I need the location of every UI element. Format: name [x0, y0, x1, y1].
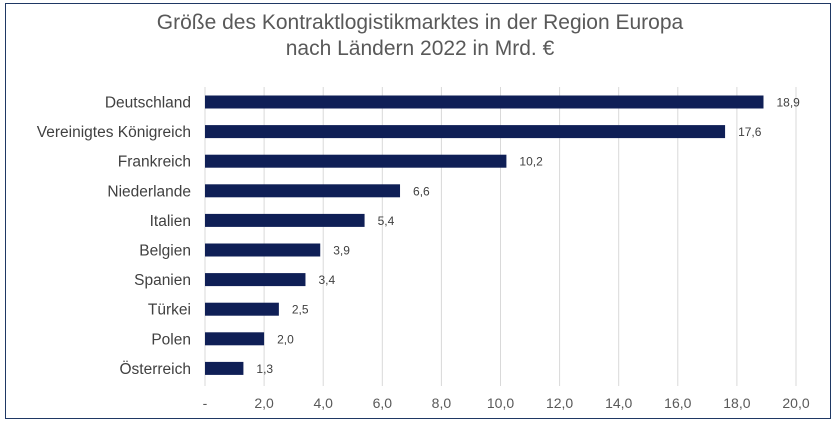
- x-tick-label: 2,0: [254, 395, 274, 411]
- x-tick-label: 20,0: [782, 395, 809, 411]
- x-tick-label: 16,0: [664, 395, 691, 411]
- x-tick-label: 4,0: [313, 395, 333, 411]
- chart-title-line-1: Größe des Kontraktlogistikmarktes in der…: [156, 11, 684, 34]
- x-tick-label: 18,0: [723, 395, 750, 411]
- category-label: Deutschland: [105, 95, 191, 112]
- category-label: Spanien: [134, 272, 191, 289]
- x-tick-label: 12,0: [546, 395, 573, 411]
- category-label: Vereinigtes Königreich: [37, 124, 191, 141]
- data-label: 10,2: [519, 155, 543, 169]
- data-label: 1,3: [256, 362, 273, 376]
- bar: [205, 332, 265, 346]
- category-label: Türkei: [148, 302, 191, 319]
- chart-title: Größe des Kontraktlogistikmarktes in der…: [0, 10, 840, 62]
- category-label: Niederlande: [107, 183, 191, 200]
- data-label: 6,6: [413, 184, 430, 198]
- bar: [205, 243, 321, 257]
- category-label: Belgien: [139, 243, 191, 260]
- chart-frame: [5, 3, 831, 419]
- data-label: 17,6: [738, 125, 762, 139]
- category-label: Italien: [150, 213, 191, 230]
- category-label: Polen: [151, 331, 191, 348]
- bar: [205, 95, 764, 109]
- x-tick-label: 10,0: [487, 395, 514, 411]
- bar: [205, 302, 279, 316]
- x-tick-label: 6,0: [373, 395, 393, 411]
- x-tick-label: 8,0: [432, 395, 452, 411]
- chart-title-line-2: nach Ländern 2022 in Mrd. €: [285, 37, 555, 60]
- bar: [205, 125, 726, 139]
- data-label: 3,9: [333, 244, 350, 258]
- category-label: Österreich: [120, 360, 192, 378]
- x-tick-label: -: [203, 395, 208, 411]
- data-label: 2,0: [277, 332, 294, 346]
- data-label: 18,9: [776, 96, 800, 110]
- bar: [205, 273, 306, 287]
- bar: [205, 184, 401, 198]
- data-label: 5,4: [378, 214, 395, 228]
- data-label: 2,5: [292, 303, 309, 317]
- bar: [205, 213, 365, 227]
- category-label: Frankreich: [118, 154, 191, 171]
- data-label: 3,4: [318, 273, 335, 287]
- x-tick-label: 14,0: [605, 395, 632, 411]
- bar: [205, 154, 507, 168]
- bar: [205, 361, 244, 375]
